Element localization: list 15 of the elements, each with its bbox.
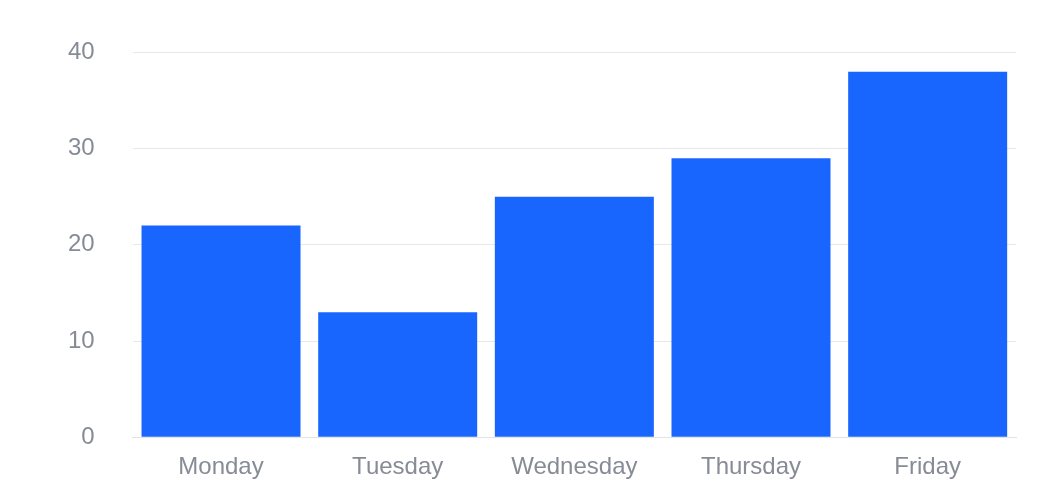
bar [494, 196, 654, 437]
bar [671, 158, 831, 437]
y-tick-label: 40 [67, 37, 95, 65]
bar [848, 71, 1008, 437]
x-tick-label: Friday [894, 452, 962, 480]
bar [318, 312, 478, 437]
bar [141, 225, 301, 437]
y-tick-label: 30 [67, 133, 95, 161]
y-tick-label: 10 [67, 325, 95, 353]
x-tick-label: Wednesday [511, 452, 638, 480]
x-tick-label: Monday [178, 452, 264, 480]
y-tick-label: 20 [67, 229, 95, 257]
x-tick-label: Tuesday [352, 452, 444, 480]
y-tick-label: 0 [81, 421, 95, 449]
x-tick-label: Thursday [700, 452, 802, 480]
